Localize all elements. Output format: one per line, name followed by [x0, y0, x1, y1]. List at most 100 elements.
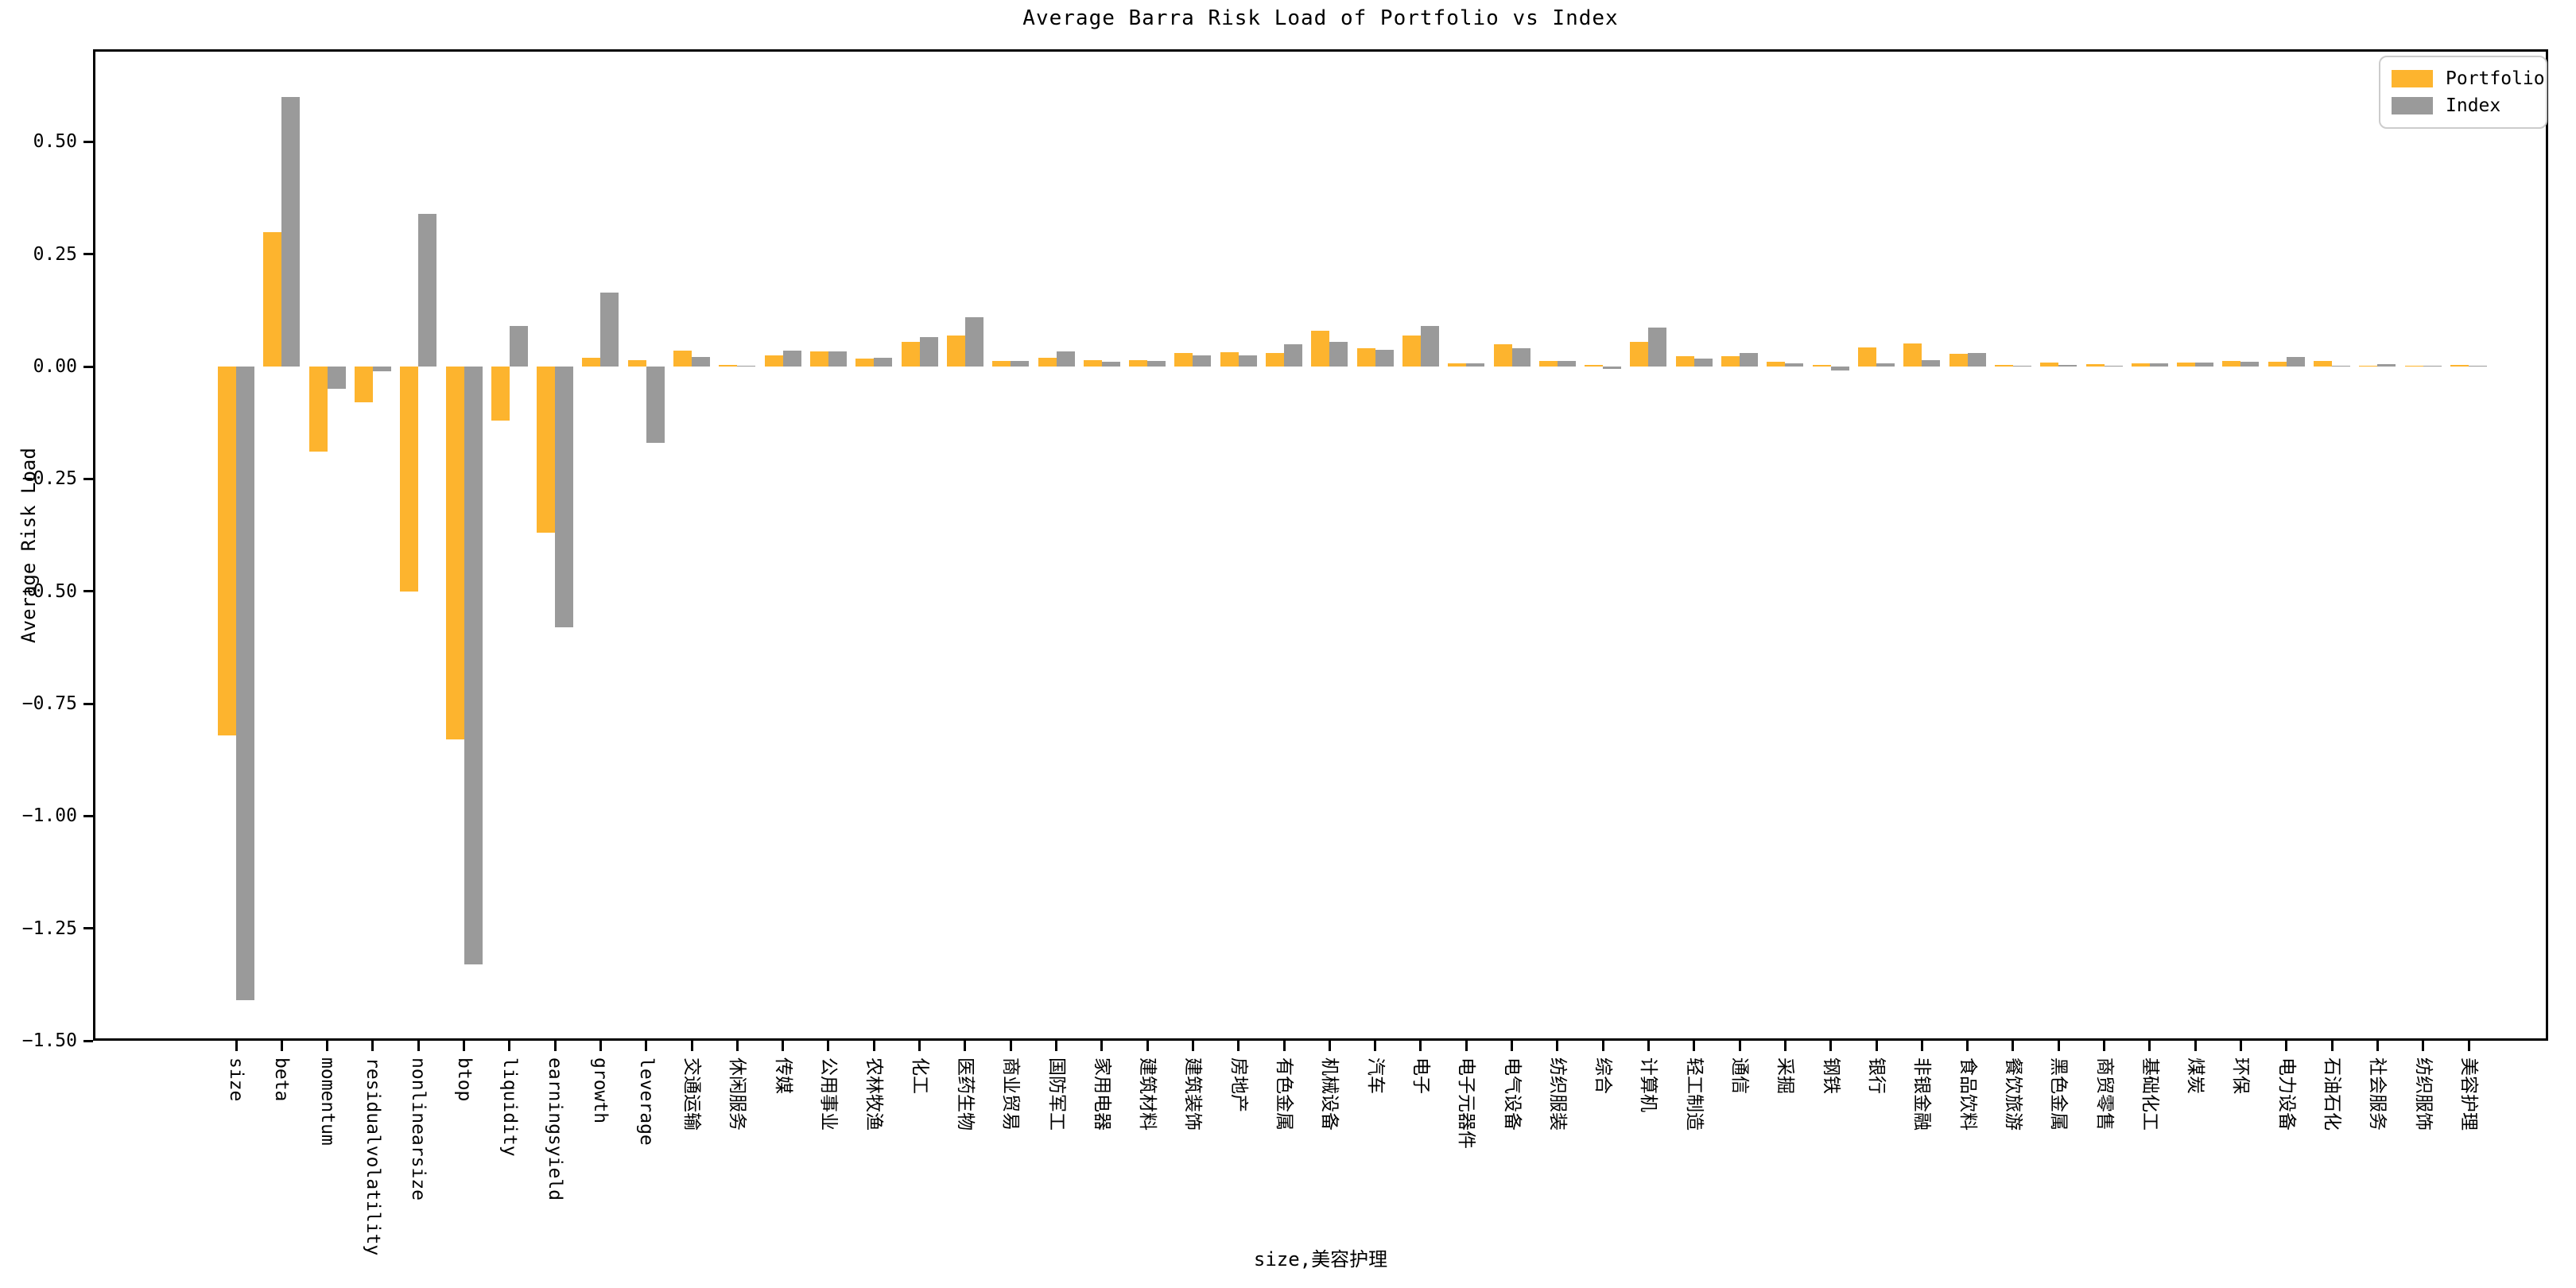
x-axis-label: size,美容护理: [1253, 1248, 1388, 1271]
bar-index-28: [1511, 348, 1530, 367]
legend: Portfolio Index: [2379, 56, 2547, 129]
x-tick-label-49: 美容护理: [2458, 1057, 2479, 1131]
x-tick-mark: [1511, 1041, 1514, 1051]
x-tick-mark: [2103, 1041, 2106, 1051]
x-tick-mark: [872, 1041, 875, 1051]
y-tick-mark: [83, 140, 93, 143]
bar-portfolio-49: [2450, 364, 2469, 367]
bar-portfolio-32: [1675, 355, 1694, 367]
x-tick-label-43: 煤炭: [2185, 1057, 2206, 1094]
legend-item-index: Index: [2392, 92, 2535, 119]
bar-portfolio-19: [1083, 359, 1102, 367]
bar-portfolio-37: [1903, 343, 1922, 367]
x-tick-label-16: 医药生物: [954, 1057, 976, 1131]
bar-index-4: [418, 213, 437, 367]
bar-portfolio-33: [1721, 356, 1740, 367]
bar-index-18: [1056, 351, 1075, 367]
bar-index-19: [1101, 362, 1120, 367]
bar-index-43: [2195, 362, 2214, 367]
x-tick-mark: [1829, 1041, 1833, 1051]
bar-portfolio-48: [2404, 366, 2423, 367]
x-tick-mark: [782, 1041, 785, 1051]
legend-label-index: Index: [2446, 95, 2501, 116]
x-tick-label-41: 商贸零售: [2093, 1057, 2115, 1131]
bar-index-12: [782, 351, 801, 367]
bar-index-5: [464, 367, 483, 964]
bar-portfolio-11: [719, 364, 738, 367]
bar-portfolio-8: [582, 357, 601, 367]
bar-index-41: [2104, 365, 2123, 367]
bar-portfolio-43: [2177, 362, 2196, 367]
bar-index-31: [1648, 328, 1667, 367]
x-tick-mark: [1783, 1041, 1787, 1051]
x-tick-label-47: 社会服务: [2367, 1057, 2388, 1131]
x-tick-mark: [1601, 1041, 1604, 1051]
bar-portfolio-36: [1858, 347, 1877, 367]
x-tick-label-45: 电力设备: [2275, 1057, 2297, 1131]
bar-index-39: [2012, 366, 2031, 367]
bar-portfolio-41: [2085, 364, 2105, 367]
x-tick-mark: [1146, 1041, 1149, 1051]
bar-index-1: [281, 96, 301, 367]
bar-portfolio-17: [992, 361, 1011, 367]
y-tick-mark: [83, 702, 93, 705]
bar-index-40: [2058, 364, 2077, 367]
bar-index-17: [1011, 361, 1030, 367]
bar-index-45: [2286, 357, 2305, 367]
bar-index-23: [1284, 343, 1303, 367]
bar-portfolio-10: [673, 351, 692, 367]
x-tick-label-22: 房地产: [1228, 1057, 1249, 1112]
x-tick-label-19: 家用电器: [1091, 1057, 1112, 1131]
x-tick-label-12: 传媒: [772, 1057, 793, 1094]
bar-portfolio-26: [1402, 335, 1421, 367]
x-tick-mark: [2194, 1041, 2197, 1051]
x-tick-mark: [1237, 1041, 1240, 1051]
x-tick-mark: [2012, 1041, 2015, 1051]
x-tick-mark: [599, 1041, 602, 1051]
x-tick-label-4: nonlinearsize: [408, 1057, 429, 1201]
bar-index-11: [737, 365, 756, 367]
bar-portfolio-42: [2131, 363, 2150, 367]
x-tick-label-40: 黑色金属: [2048, 1057, 2070, 1131]
x-tick-label-48: 纺织服饰: [2412, 1057, 2434, 1131]
x-tick-label-11: 休闲服务: [727, 1057, 748, 1131]
bar-portfolio-16: [946, 335, 965, 367]
x-tick-mark: [735, 1041, 739, 1051]
chart-title: Average Barra Risk Load of Portfolio vs …: [1022, 6, 1619, 30]
bar-portfolio-9: [627, 359, 646, 367]
x-tick-label-44: 环保: [2230, 1057, 2252, 1094]
bar-portfolio-3: [354, 367, 373, 403]
bar-index-7: [555, 367, 574, 627]
x-tick-label-32: 轻工制造: [1683, 1057, 1705, 1131]
bar-index-22: [1238, 355, 1257, 367]
bar-index-29: [1557, 361, 1576, 367]
x-tick-label-7: earningsyield: [545, 1057, 566, 1201]
bar-index-0: [236, 367, 254, 1001]
bar-portfolio-30: [1585, 365, 1604, 367]
x-tick-mark: [827, 1041, 830, 1051]
x-tick-mark: [2057, 1041, 2060, 1051]
y-tick-mark: [83, 814, 93, 817]
y-tick-label: −1.00: [21, 805, 77, 827]
x-tick-mark: [463, 1041, 466, 1051]
bar-index-24: [1329, 341, 1348, 367]
x-tick-mark: [508, 1041, 511, 1051]
x-tick-label-36: 银行: [1866, 1057, 1887, 1094]
x-tick-mark: [326, 1041, 329, 1051]
plot-area: 0.50 0.25 0.00 −0.25 −0.50 −0.75 −1.00 −1.25 −1.…: [22, 49, 2548, 1255]
x-tick-label-10: 交通运输: [681, 1057, 703, 1131]
y-tick-mark: [83, 365, 93, 368]
bar-portfolio-14: [855, 359, 875, 367]
bar-portfolio-44: [2222, 360, 2241, 367]
x-tick-label-13: 公用事业: [817, 1057, 839, 1131]
bar-portfolio-2: [308, 367, 328, 452]
legend-swatch-portfolio: [2392, 70, 2433, 87]
right-spine: [2546, 49, 2548, 1041]
y-tick-label: 0.50: [33, 131, 77, 153]
x-tick-mark: [553, 1041, 557, 1051]
x-tick-mark: [1556, 1041, 1559, 1051]
y-tick-mark: [83, 927, 93, 930]
bar-portfolio-25: [1356, 348, 1375, 367]
bar-index-34: [1785, 363, 1804, 367]
bar-portfolio-1: [263, 231, 282, 367]
